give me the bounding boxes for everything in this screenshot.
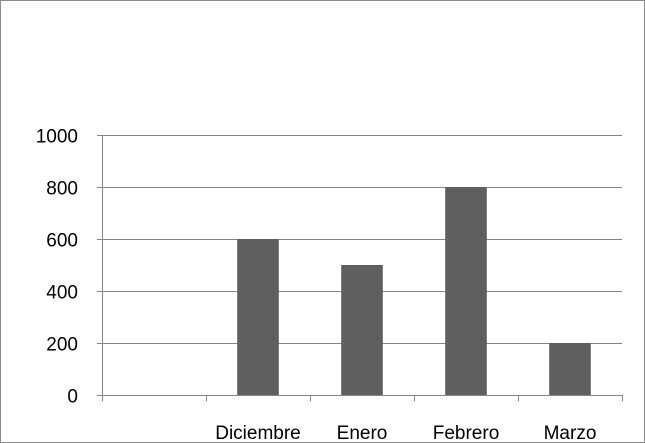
y-tick-label-1000: 1000: [36, 127, 78, 148]
y-tick-label-600: 600: [46, 231, 78, 252]
x-tick-label-diciembre: Diciembre: [215, 423, 301, 443]
y-tick-label-0: 0: [67, 387, 78, 408]
x-tick-label-marzo: Marzo: [544, 423, 597, 443]
bar-marzo: [549, 343, 591, 395]
y-tick-label-800: 800: [46, 179, 78, 200]
x-tick-label-febrero: Febrero: [433, 423, 500, 443]
x-tick-label-enero: Enero: [337, 423, 388, 443]
y-tick-label-200: 200: [46, 335, 78, 356]
bar-diciembre: [237, 239, 279, 395]
bar-enero: [341, 265, 383, 395]
y-tick-label-400: 400: [46, 283, 78, 304]
bar-febrero: [445, 187, 487, 395]
